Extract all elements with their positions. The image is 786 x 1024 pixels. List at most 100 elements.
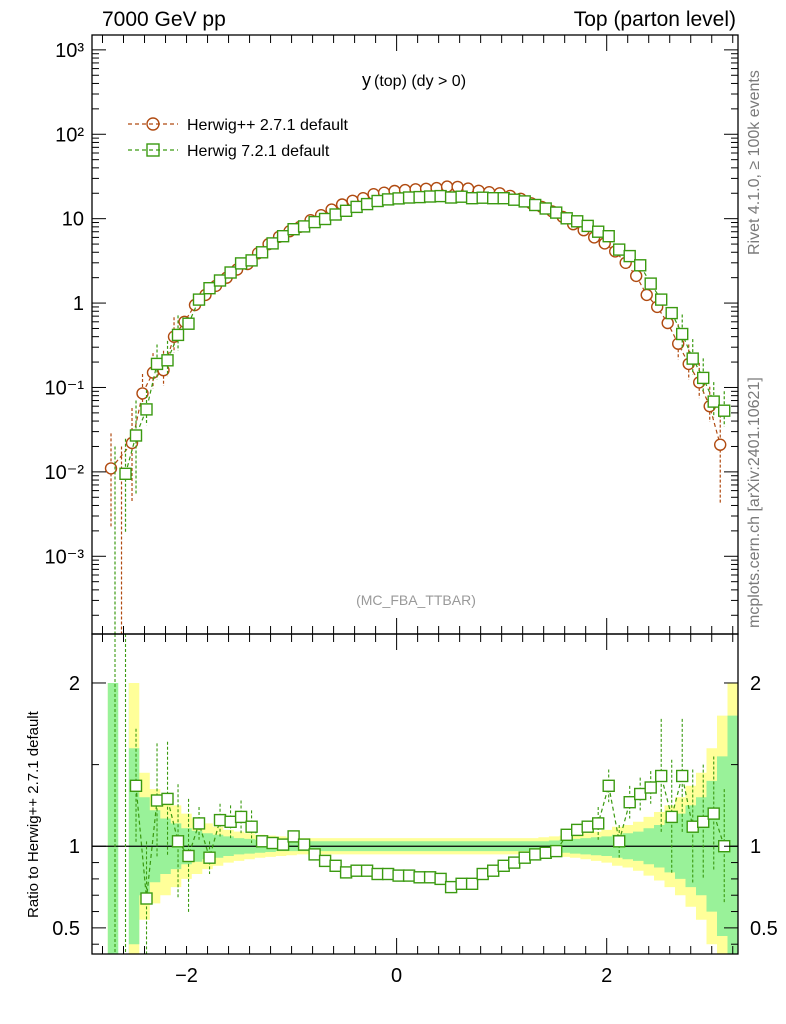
- ratio-empty-bin: [118, 634, 129, 954]
- ratio-point: [255, 835, 269, 848]
- data-point-herwig7: [287, 222, 300, 236]
- ratio-point: [571, 823, 584, 837]
- ratio-point: [529, 848, 542, 861]
- data-point-herwig7: [550, 206, 563, 219]
- legend-label-herwig-pp: Herwig++ 2.7.1 default: [187, 117, 349, 134]
- ratio-plot-frame: [91, 633, 739, 955]
- data-point-herwig7: [592, 225, 605, 238]
- ratio-point: [266, 836, 279, 850]
- ratio-point: [213, 813, 227, 827]
- data-point-herwig7: [476, 191, 489, 204]
- ratio-point: [423, 871, 437, 884]
- data-point-herwig7: [234, 257, 248, 270]
- data-point-herwig7: [203, 282, 216, 295]
- data-point-herwig7: [402, 191, 416, 204]
- ratio-point: [224, 815, 237, 828]
- header-process-label: Top (parton level): [573, 8, 736, 31]
- ratio-point: [182, 849, 195, 863]
- data-point-herwig7: [161, 354, 174, 367]
- data-point-herwig7: [602, 229, 615, 243]
- legend-marker-herwig-pp: [146, 117, 160, 131]
- data-point-herwig7: [192, 293, 206, 306]
- data-point-herwig7: [213, 274, 227, 287]
- data-point-herwig7: [276, 229, 290, 243]
- data-point-herwig7: [119, 467, 132, 480]
- ratio-point: [203, 851, 216, 864]
- data-point-herwig7: [676, 327, 689, 341]
- data-point-herwig7: [140, 403, 153, 416]
- data-point-herwig-pp: [104, 462, 118, 475]
- mcplots-reference-label: mcplots.cern.ch [arXiv:2401.10621]: [746, 377, 763, 628]
- data-point-herwig7: [571, 215, 584, 228]
- data-point-herwig7: [381, 193, 395, 206]
- ratio-point: [581, 820, 594, 833]
- data-point-herwig7: [339, 204, 353, 218]
- ratio-point: [655, 769, 668, 783]
- ratio-point: [329, 859, 342, 872]
- data-point-herwig7: [465, 191, 479, 205]
- data-point-herwig7: [665, 306, 678, 320]
- ratio-y-axis-label: Ratio to Herwig++ 2.7.1 default: [25, 710, 42, 918]
- data-point-herwig7: [529, 198, 542, 212]
- ratio-point: [287, 830, 300, 843]
- data-point-herwig7: [508, 193, 521, 206]
- ratio-point: [392, 869, 405, 882]
- data-point-herwig7: [171, 328, 185, 342]
- ratio-point: [297, 838, 311, 851]
- ratio-point: [444, 880, 458, 894]
- data-point-herwig7: [686, 352, 699, 365]
- data-point-herwig7: [350, 200, 363, 214]
- data-point-herwig7: [497, 191, 510, 205]
- series-line-herwig-pp: [110, 185, 721, 469]
- ratio-point: [665, 810, 678, 824]
- y-tick-label-main: 10⁻³: [45, 546, 85, 568]
- data-point-herwig7: [539, 202, 552, 215]
- ratio-point: [192, 817, 206, 830]
- ratio-point: [497, 859, 510, 872]
- ratio-point: [592, 817, 605, 830]
- data-point-herwig7: [434, 189, 447, 203]
- ratio-point: [560, 828, 573, 841]
- ratio-point: [644, 781, 657, 794]
- y-tick-label-main: 10: [62, 209, 84, 231]
- data-point-herwig7: [150, 357, 164, 371]
- data-point-herwig7: [360, 197, 374, 211]
- ratio-point: [360, 864, 374, 877]
- analysis-label: (MC_FBA_TTBAR): [356, 592, 476, 608]
- y-tick-label-ratio-left: 1: [69, 836, 80, 858]
- ratio-point: [234, 810, 248, 824]
- ratio-point: [613, 835, 626, 848]
- data-point-herwig7: [613, 243, 626, 256]
- data-point-herwig7: [182, 317, 195, 330]
- ratio-point: [318, 854, 332, 868]
- ratio-point: [350, 864, 363, 877]
- ratio-point: [697, 815, 710, 828]
- data-point-herwig7: [413, 190, 426, 204]
- ratio-point: [381, 867, 395, 881]
- ratio-point: [623, 796, 636, 809]
- ratio-point: [140, 892, 153, 905]
- data-point-herwig7: [718, 404, 731, 417]
- data-point-herwig7: [581, 219, 594, 233]
- ratio-point: [434, 872, 447, 886]
- data-point-herwig7: [255, 246, 269, 259]
- x-tick-label: −2: [175, 965, 198, 987]
- rivet-version-label: Rivet 4.1.0, ≥ 100k events: [746, 70, 763, 255]
- ratio-point: [371, 867, 384, 881]
- ratio-point: [413, 871, 426, 884]
- y-tick-label-ratio-right: 0.5: [750, 918, 778, 940]
- legend: Herwig++ 2.7.1 default Herwig 7.2.1 defa…: [128, 117, 349, 160]
- data-point-herwig7: [560, 212, 573, 225]
- ratio-point: [707, 807, 720, 820]
- ratio-point: [129, 779, 143, 792]
- data-point-herwig7: [644, 277, 657, 290]
- y-tick-label-main: 10³: [55, 40, 84, 62]
- data-point-herwig-pp: [640, 288, 653, 302]
- data-point-herwig7: [518, 195, 531, 208]
- data-point-herwig7: [697, 371, 710, 385]
- data-point-herwig-pp: [714, 438, 727, 451]
- ratio-point: [550, 844, 563, 858]
- ratio-point: [161, 792, 174, 806]
- plot-title-main: y: [362, 70, 371, 90]
